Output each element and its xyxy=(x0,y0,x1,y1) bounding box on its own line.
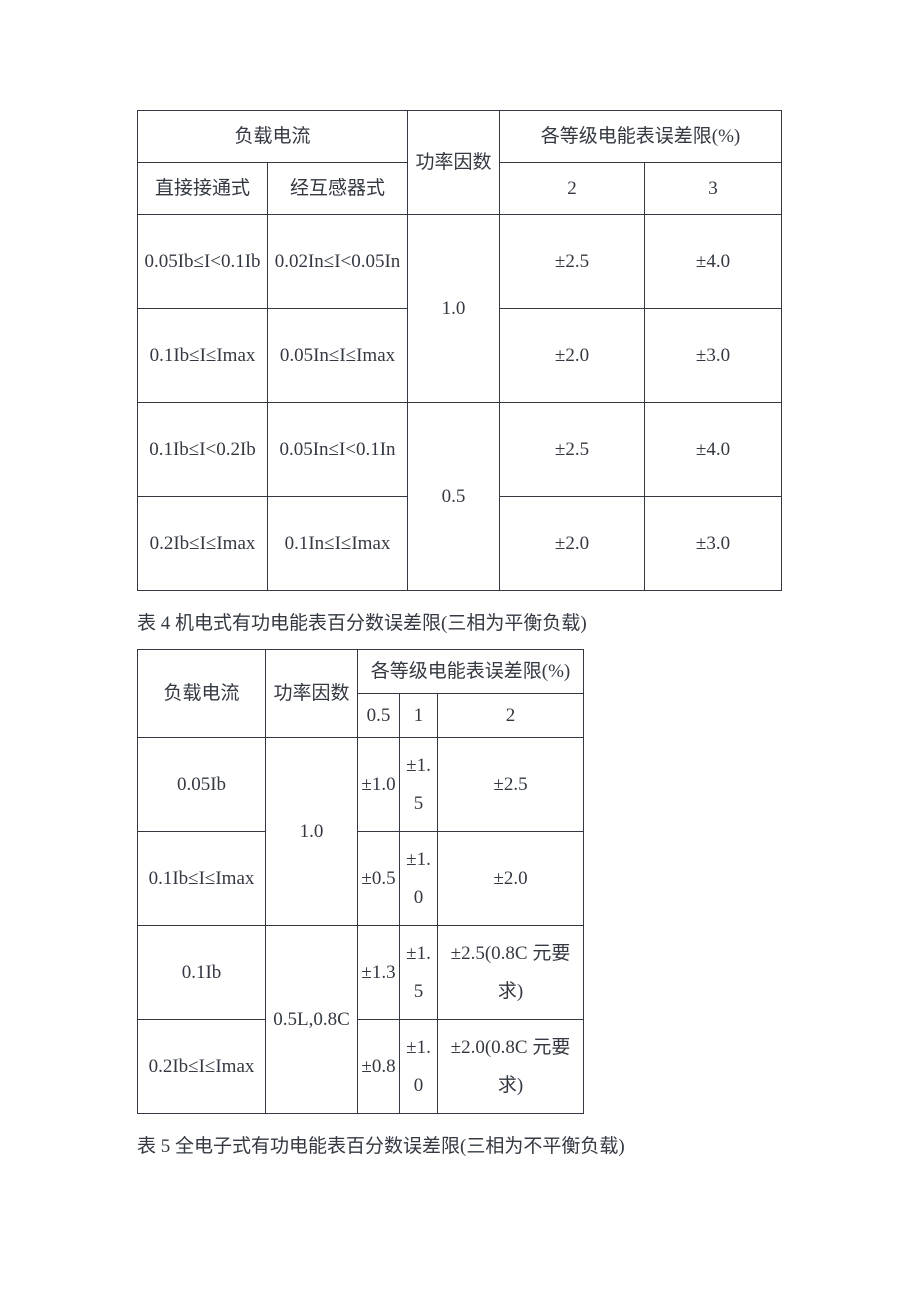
header-error-limit: 各等级电能表误差限(%) xyxy=(358,650,584,694)
cell-transformer: 0.05In≤I<0.1In xyxy=(268,403,408,497)
cell-pf: 0.5 xyxy=(408,403,500,591)
cell-direct: 0.2Ib≤I≤Imax xyxy=(138,497,268,591)
cell-e3: ±4.0 xyxy=(645,215,782,309)
cell-load: 0.1Ib xyxy=(138,926,266,1020)
table-caption-4: 表 4 机电式有功电能表百分数误差限(三相为平衡负载) xyxy=(137,609,920,639)
table-row: 0.1Ib≤I<0.2Ib 0.05In≤I<0.1In 0.5 ±2.5 ±4… xyxy=(138,403,782,497)
table-row: 0.2Ib≤I≤Imax ±0.8 ±1.0 ±2.0(0.8C 元要求) xyxy=(138,1020,584,1114)
cell-e2: ±2.5 xyxy=(438,738,584,832)
header-class-3: 3 xyxy=(645,163,782,215)
cell-e1: ±1.5 xyxy=(400,926,438,1020)
cell-e05: ±1.0 xyxy=(358,738,400,832)
cell-e3: ±3.0 xyxy=(645,309,782,403)
header-load-current: 负载电流 xyxy=(138,111,408,163)
header-class-2: 2 xyxy=(500,163,645,215)
table-row: 负载电流 功率因数 各等级电能表误差限(%) xyxy=(138,650,584,694)
document-page: 负载电流 功率因数 各等级电能表误差限(%) 直接接通式 经互感器式 2 3 0… xyxy=(0,0,920,1163)
cell-e05: ±0.8 xyxy=(358,1020,400,1114)
header-class-05: 0.5 xyxy=(358,694,400,738)
cell-load: 0.2Ib≤I≤Imax xyxy=(138,1020,266,1114)
cell-direct: 0.1Ib≤I≤Imax xyxy=(138,309,268,403)
table-row: 0.1Ib 0.5L,0.8C ±1.3 ±1.5 ±2.5(0.8C 元要求) xyxy=(138,926,584,1020)
cell-direct: 0.1Ib≤I<0.2Ib xyxy=(138,403,268,497)
cell-e2: ±2.5 xyxy=(500,215,645,309)
table-row: 负载电流 功率因数 各等级电能表误差限(%) xyxy=(138,111,782,163)
cell-load: 0.1Ib≤I≤Imax xyxy=(138,832,266,926)
cell-transformer: 0.1In≤I≤Imax xyxy=(268,497,408,591)
cell-pf: 1.0 xyxy=(408,215,500,403)
header-direct: 直接接通式 xyxy=(138,163,268,215)
table-error-limits-1: 负载电流 功率因数 各等级电能表误差限(%) 直接接通式 经互感器式 2 3 0… xyxy=(137,110,782,591)
table-row: 0.05Ib 1.0 ±1.0 ±1.5 ±2.5 xyxy=(138,738,584,832)
cell-transformer: 0.05In≤I≤Imax xyxy=(268,309,408,403)
cell-pf: 0.5L,0.8C xyxy=(266,926,358,1114)
table-caption-5: 表 5 全电子式有功电能表百分数误差限(三相为不平衡负载) xyxy=(137,1132,920,1162)
cell-e2: ±2.0(0.8C 元要求) xyxy=(438,1020,584,1114)
cell-e2: ±2.5(0.8C 元要求) xyxy=(438,926,584,1020)
cell-e3: ±4.0 xyxy=(645,403,782,497)
cell-direct: 0.05Ib≤I<0.1Ib xyxy=(138,215,268,309)
cell-e05: ±0.5 xyxy=(358,832,400,926)
table-row: 0.1Ib≤I≤Imax ±0.5 ±1.0 ±2.0 xyxy=(138,832,584,926)
table-row: 0.05Ib≤I<0.1Ib 0.02In≤I<0.05In 1.0 ±2.5 … xyxy=(138,215,782,309)
cell-transformer: 0.02In≤I<0.05In xyxy=(268,215,408,309)
cell-e2: ±2.0 xyxy=(500,497,645,591)
cell-e2: ±2.0 xyxy=(500,309,645,403)
cell-e3: ±3.0 xyxy=(645,497,782,591)
header-power-factor: 功率因数 xyxy=(408,111,500,215)
header-transformer: 经互感器式 xyxy=(268,163,408,215)
header-power-factor: 功率因数 xyxy=(266,650,358,738)
header-class-1: 1 xyxy=(400,694,438,738)
header-error-limit: 各等级电能表误差限(%) xyxy=(500,111,782,163)
cell-e1: ±1.0 xyxy=(400,1020,438,1114)
cell-e1: ±1.0 xyxy=(400,832,438,926)
header-load-current: 负载电流 xyxy=(138,650,266,738)
header-class-2: 2 xyxy=(438,694,584,738)
cell-e05: ±1.3 xyxy=(358,926,400,1020)
cell-e1: ±1.5 xyxy=(400,738,438,832)
cell-load: 0.05Ib xyxy=(138,738,266,832)
table-error-limits-2: 负载电流 功率因数 各等级电能表误差限(%) 0.5 1 2 0.05Ib 1.… xyxy=(137,649,584,1114)
cell-e2: ±2.0 xyxy=(438,832,584,926)
cell-pf: 1.0 xyxy=(266,738,358,926)
cell-e2: ±2.5 xyxy=(500,403,645,497)
